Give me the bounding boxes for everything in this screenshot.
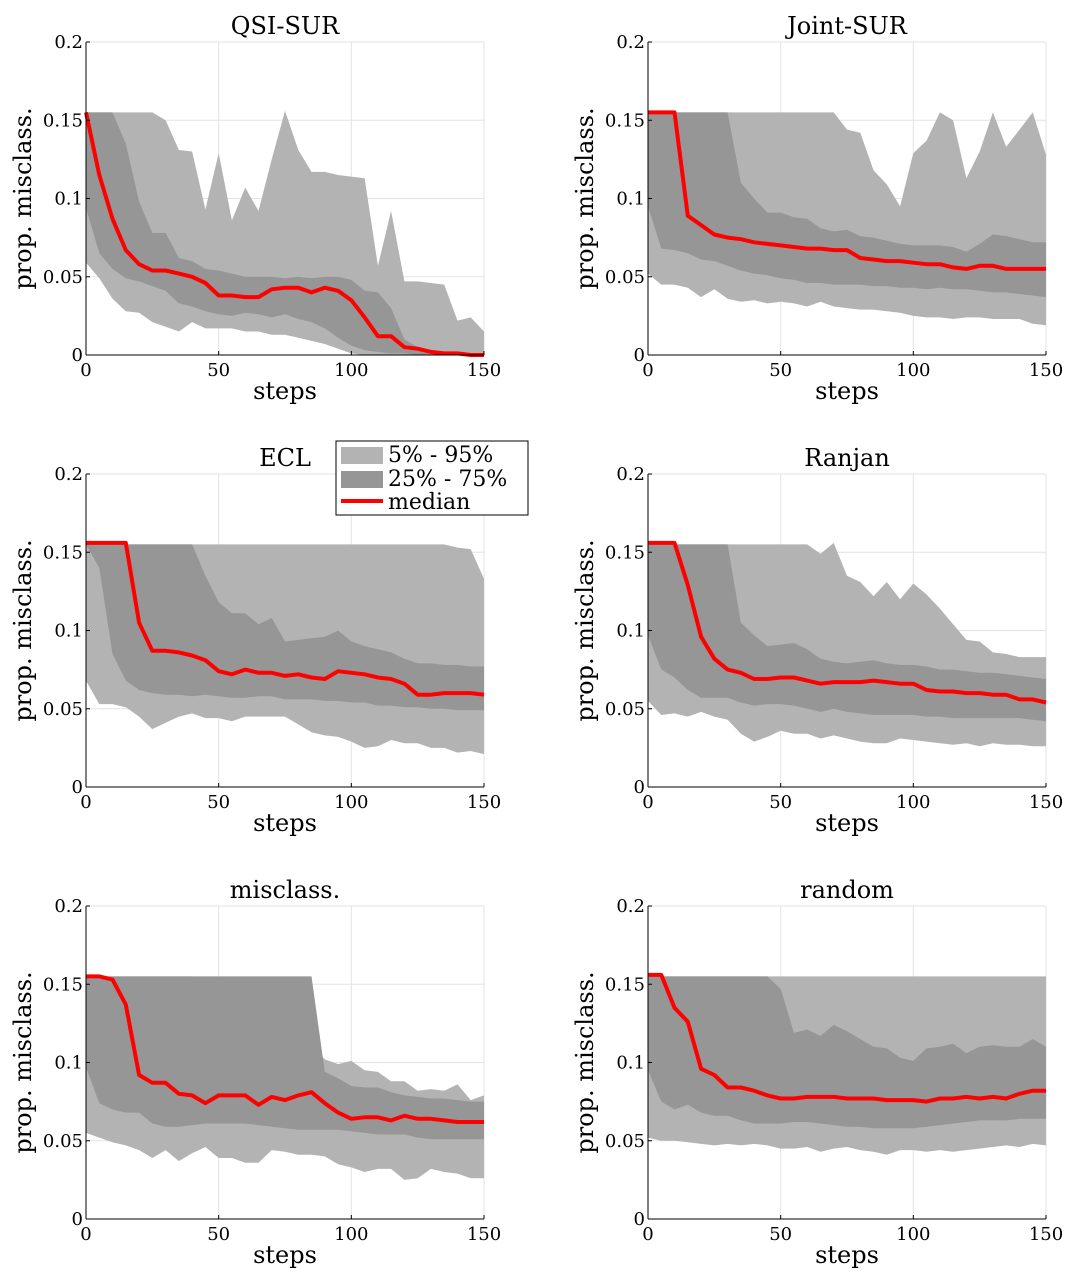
x-axis-label: steps — [815, 1241, 879, 1269]
y-tick-label: 0.2 — [54, 896, 83, 917]
x-tick-label: 0 — [642, 792, 653, 813]
y-tick-label: 0.2 — [616, 464, 645, 485]
y-tick-label: 0.1 — [616, 189, 645, 210]
band-25-75 — [86, 112, 484, 356]
chart-title: Joint-SUR — [784, 12, 908, 40]
y-axis-label: prop. misclass. — [571, 539, 599, 721]
legend-swatch-5-95 — [341, 447, 383, 464]
x-tick-label: 100 — [896, 1224, 930, 1245]
x-tick-label: 100 — [896, 792, 930, 813]
median-line — [648, 972, 1046, 1104]
x-tick-label: 50 — [207, 1224, 230, 1245]
y-tick-label: 0.1 — [616, 1053, 645, 1074]
chart-panel: 0 50 100 150 0 0.05 0.1 0.15 0.2 misclass. steps pr… — [9, 876, 501, 1269]
chart-title: ECL — [259, 444, 311, 472]
y-tick-label: 0 — [634, 345, 645, 366]
chart-title: QSI-SUR — [231, 12, 340, 40]
x-axis-label: steps — [815, 377, 879, 405]
y-axis-label: prop. misclass. — [9, 107, 37, 289]
x-tick-label: 100 — [334, 792, 368, 813]
chart-panel: 0 50 100 150 0 0.05 0.1 0.15 0.2 random steps prop.… — [571, 876, 1063, 1269]
y-axis-label: prop. misclass. — [571, 107, 599, 289]
y-tick-label: 0.05 — [605, 699, 645, 720]
y-tick-label: 0.05 — [43, 699, 83, 720]
x-tick-label: 0 — [80, 792, 91, 813]
chart-panel: 0 50 100 150 0 0.05 0.1 0.15 0.2 QSI-SUR steps prop… — [9, 12, 501, 405]
band-25-75 — [86, 976, 484, 1140]
y-tick-label: 0.2 — [616, 896, 645, 917]
legend-label-median: median — [388, 490, 470, 515]
legend-label-25-75: 25% - 75% — [388, 467, 507, 492]
median-line — [86, 974, 484, 1124]
y-tick-label: 0.15 — [43, 110, 83, 131]
x-tick-label: 100 — [896, 360, 930, 381]
chart-title: random — [800, 876, 894, 904]
chart-panel: 0 50 100 150 0 0.05 0.1 0.15 0.2 Joint-SUR steps pr… — [571, 12, 1063, 405]
band-25-75 — [86, 544, 484, 711]
y-tick-label: 0.1 — [54, 1053, 83, 1074]
x-tick-label: 50 — [769, 792, 792, 813]
x-tick-label: 150 — [467, 792, 501, 813]
y-tick-label: 0.1 — [54, 189, 83, 210]
y-tick-label: 0.15 — [605, 110, 645, 131]
x-tick-label: 50 — [207, 792, 230, 813]
y-tick-label: 0.15 — [605, 974, 645, 995]
legend-swatch-25-75 — [341, 471, 383, 488]
band-25-75 — [648, 112, 1046, 298]
x-axis-label: steps — [253, 1241, 317, 1269]
x-tick-label: 0 — [80, 1224, 91, 1245]
x-tick-label: 150 — [467, 360, 501, 381]
x-tick-label: 100 — [334, 1224, 368, 1245]
x-axis-label: steps — [253, 377, 317, 405]
x-tick-label: 150 — [1029, 360, 1063, 381]
chart-panel: 0 50 100 150 0 0.05 0.1 0.15 0.2 Ranjan steps prop.… — [571, 444, 1063, 837]
chart-panel: 0 50 100 150 0 0.05 0.1 0.15 0.2 ECL steps prop. mi… — [9, 444, 501, 837]
y-tick-label: 0.15 — [43, 542, 83, 563]
x-tick-label: 150 — [1029, 1224, 1063, 1245]
legend: 5% - 95%25% - 75%median — [335, 440, 529, 516]
x-tick-label: 100 — [334, 360, 368, 381]
y-tick-label: 0 — [634, 777, 645, 798]
median-line — [84, 111, 484, 357]
x-tick-label: 0 — [642, 1224, 653, 1245]
y-tick-label: 0 — [72, 1209, 83, 1230]
x-tick-label: 150 — [1029, 792, 1063, 813]
y-tick-label: 0 — [72, 345, 83, 366]
x-tick-label: 50 — [769, 1224, 792, 1245]
y-tick-label: 0.15 — [605, 542, 645, 563]
y-axis-label: prop. misclass. — [9, 971, 37, 1153]
chart-title: Ranjan — [804, 444, 890, 472]
median-line — [648, 110, 1046, 271]
y-tick-label: 0.1 — [616, 621, 645, 642]
x-tick-label: 0 — [80, 360, 91, 381]
legend-label-5-95: 5% - 95% — [388, 443, 493, 468]
y-tick-label: 0.05 — [43, 267, 83, 288]
y-tick-label: 0.05 — [43, 1131, 83, 1152]
y-axis-label: prop. misclass. — [571, 971, 599, 1153]
x-tick-label: 150 — [467, 1224, 501, 1245]
y-tick-label: 0.05 — [605, 267, 645, 288]
y-tick-label: 0 — [72, 777, 83, 798]
x-axis-label: steps — [815, 809, 879, 837]
x-tick-label: 0 — [642, 360, 653, 381]
x-tick-label: 50 — [769, 360, 792, 381]
y-tick-label: 0.2 — [616, 32, 645, 53]
median-line — [648, 540, 1047, 705]
y-tick-label: 0.2 — [54, 32, 83, 53]
chart-title: misclass. — [230, 876, 340, 904]
median-line — [86, 540, 485, 697]
x-tick-label: 50 — [207, 360, 230, 381]
y-tick-label: 0 — [634, 1209, 645, 1230]
y-tick-label: 0.15 — [43, 974, 83, 995]
y-axis-label: prop. misclass. — [9, 539, 37, 721]
y-tick-label: 0.2 — [54, 464, 83, 485]
y-tick-label: 0.05 — [605, 1131, 645, 1152]
x-axis-label: steps — [253, 809, 317, 837]
y-tick-label: 0.1 — [54, 621, 83, 642]
